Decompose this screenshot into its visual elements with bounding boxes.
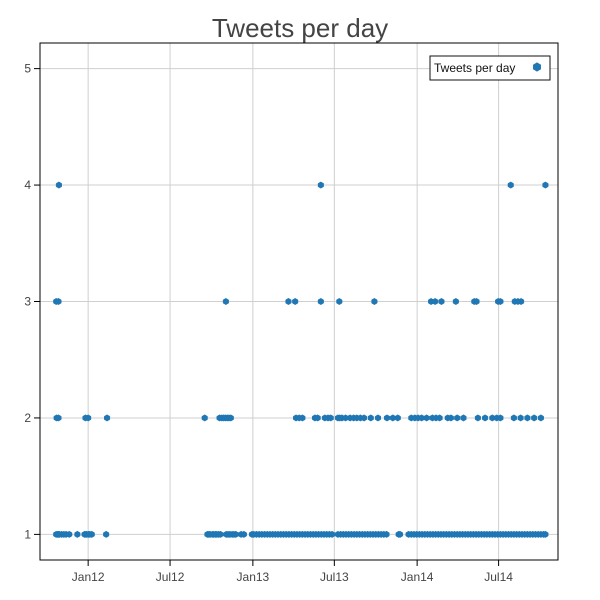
- data-point: [103, 530, 110, 538]
- x-tick-label: Jan14: [401, 570, 434, 584]
- data-point: [454, 414, 461, 422]
- data-point: [436, 414, 443, 422]
- data-point: [374, 414, 381, 422]
- data-point: [285, 298, 292, 305]
- y-tick-label: 4: [24, 178, 31, 192]
- y-axis: 1 2 3 4 5: [24, 62, 40, 541]
- data-point: [55, 181, 62, 189]
- data-point: [371, 298, 378, 305]
- data-point: [232, 530, 239, 538]
- data-point: [542, 181, 549, 189]
- data-point: [317, 298, 324, 305]
- data-point: [510, 414, 517, 422]
- data-point: [201, 414, 208, 422]
- data-point: [542, 530, 549, 538]
- plot-area: 1 2 3 4 5 Jan12 Jul12 Jan13 Jul13 Jan14 Jul14: [24, 42, 559, 584]
- x-tick-label: Jul12: [156, 570, 185, 584]
- x-tick-label: Jan12: [72, 570, 105, 584]
- data-point: [222, 298, 229, 305]
- chart-title: Tweets per day: [212, 13, 388, 43]
- x-tick-label: Jan13: [237, 570, 270, 584]
- data-point: [423, 414, 430, 422]
- data-point: [367, 414, 374, 422]
- data-point: [292, 298, 299, 305]
- x-axis: Jan12 Jul12 Jan13 Jul13 Jan14 Jul14: [72, 560, 513, 584]
- y-tick-label: 2: [24, 411, 31, 425]
- data-point: [329, 530, 336, 538]
- y-tick-label: 5: [24, 62, 31, 76]
- y-tick-label: 3: [24, 295, 31, 309]
- data-point: [497, 414, 504, 422]
- data-point: [397, 530, 404, 538]
- data-point: [104, 414, 111, 422]
- legend-marker-hexagon: [533, 62, 541, 72]
- data-point: [314, 414, 321, 422]
- legend-box: [429, 55, 551, 81]
- x-tick-label: Jul13: [320, 570, 349, 584]
- data-point: [317, 181, 324, 189]
- data-point: [227, 414, 234, 422]
- data-point: [438, 298, 445, 305]
- y-tick-label: 1: [24, 527, 31, 541]
- data-point: [361, 414, 368, 422]
- data-point: [383, 414, 390, 422]
- data-point: [507, 181, 514, 189]
- data-point: [482, 414, 489, 422]
- data-point: [74, 530, 81, 538]
- data-point: [394, 414, 401, 422]
- data-point: [85, 414, 92, 422]
- data-point: [66, 530, 73, 538]
- data-point: [497, 298, 504, 305]
- data-point: [531, 414, 538, 422]
- data-point: [517, 414, 524, 422]
- data-point: [383, 530, 390, 538]
- data-point: [299, 414, 306, 422]
- grid: [40, 43, 558, 560]
- data-point: [452, 298, 459, 305]
- data-point: [447, 414, 454, 422]
- data-point: [88, 530, 95, 538]
- data-point: [474, 414, 481, 422]
- data-point: [537, 414, 544, 422]
- data-point: [524, 414, 531, 422]
- data-point: [473, 298, 480, 305]
- legend-label: Tweets per day: [434, 61, 515, 75]
- data-point: [432, 298, 439, 305]
- data-point: [55, 414, 62, 422]
- x-tick-label: Jul14: [484, 570, 513, 584]
- data-point: [336, 298, 343, 305]
- data-point: [55, 298, 62, 305]
- data-points: [53, 181, 549, 538]
- data-point: [240, 530, 247, 538]
- data-point: [327, 414, 334, 422]
- data-point: [217, 530, 224, 538]
- legend: Tweets per day: [429, 55, 551, 81]
- data-point: [460, 414, 467, 422]
- data-point: [518, 298, 525, 305]
